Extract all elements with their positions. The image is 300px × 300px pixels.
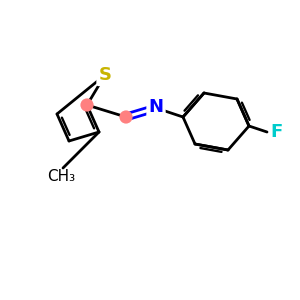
Text: N: N — [148, 98, 164, 116]
Circle shape — [119, 110, 133, 124]
Text: S: S — [98, 66, 112, 84]
Text: F: F — [271, 123, 283, 141]
Circle shape — [80, 98, 94, 112]
Text: CH₃: CH₃ — [47, 169, 76, 184]
